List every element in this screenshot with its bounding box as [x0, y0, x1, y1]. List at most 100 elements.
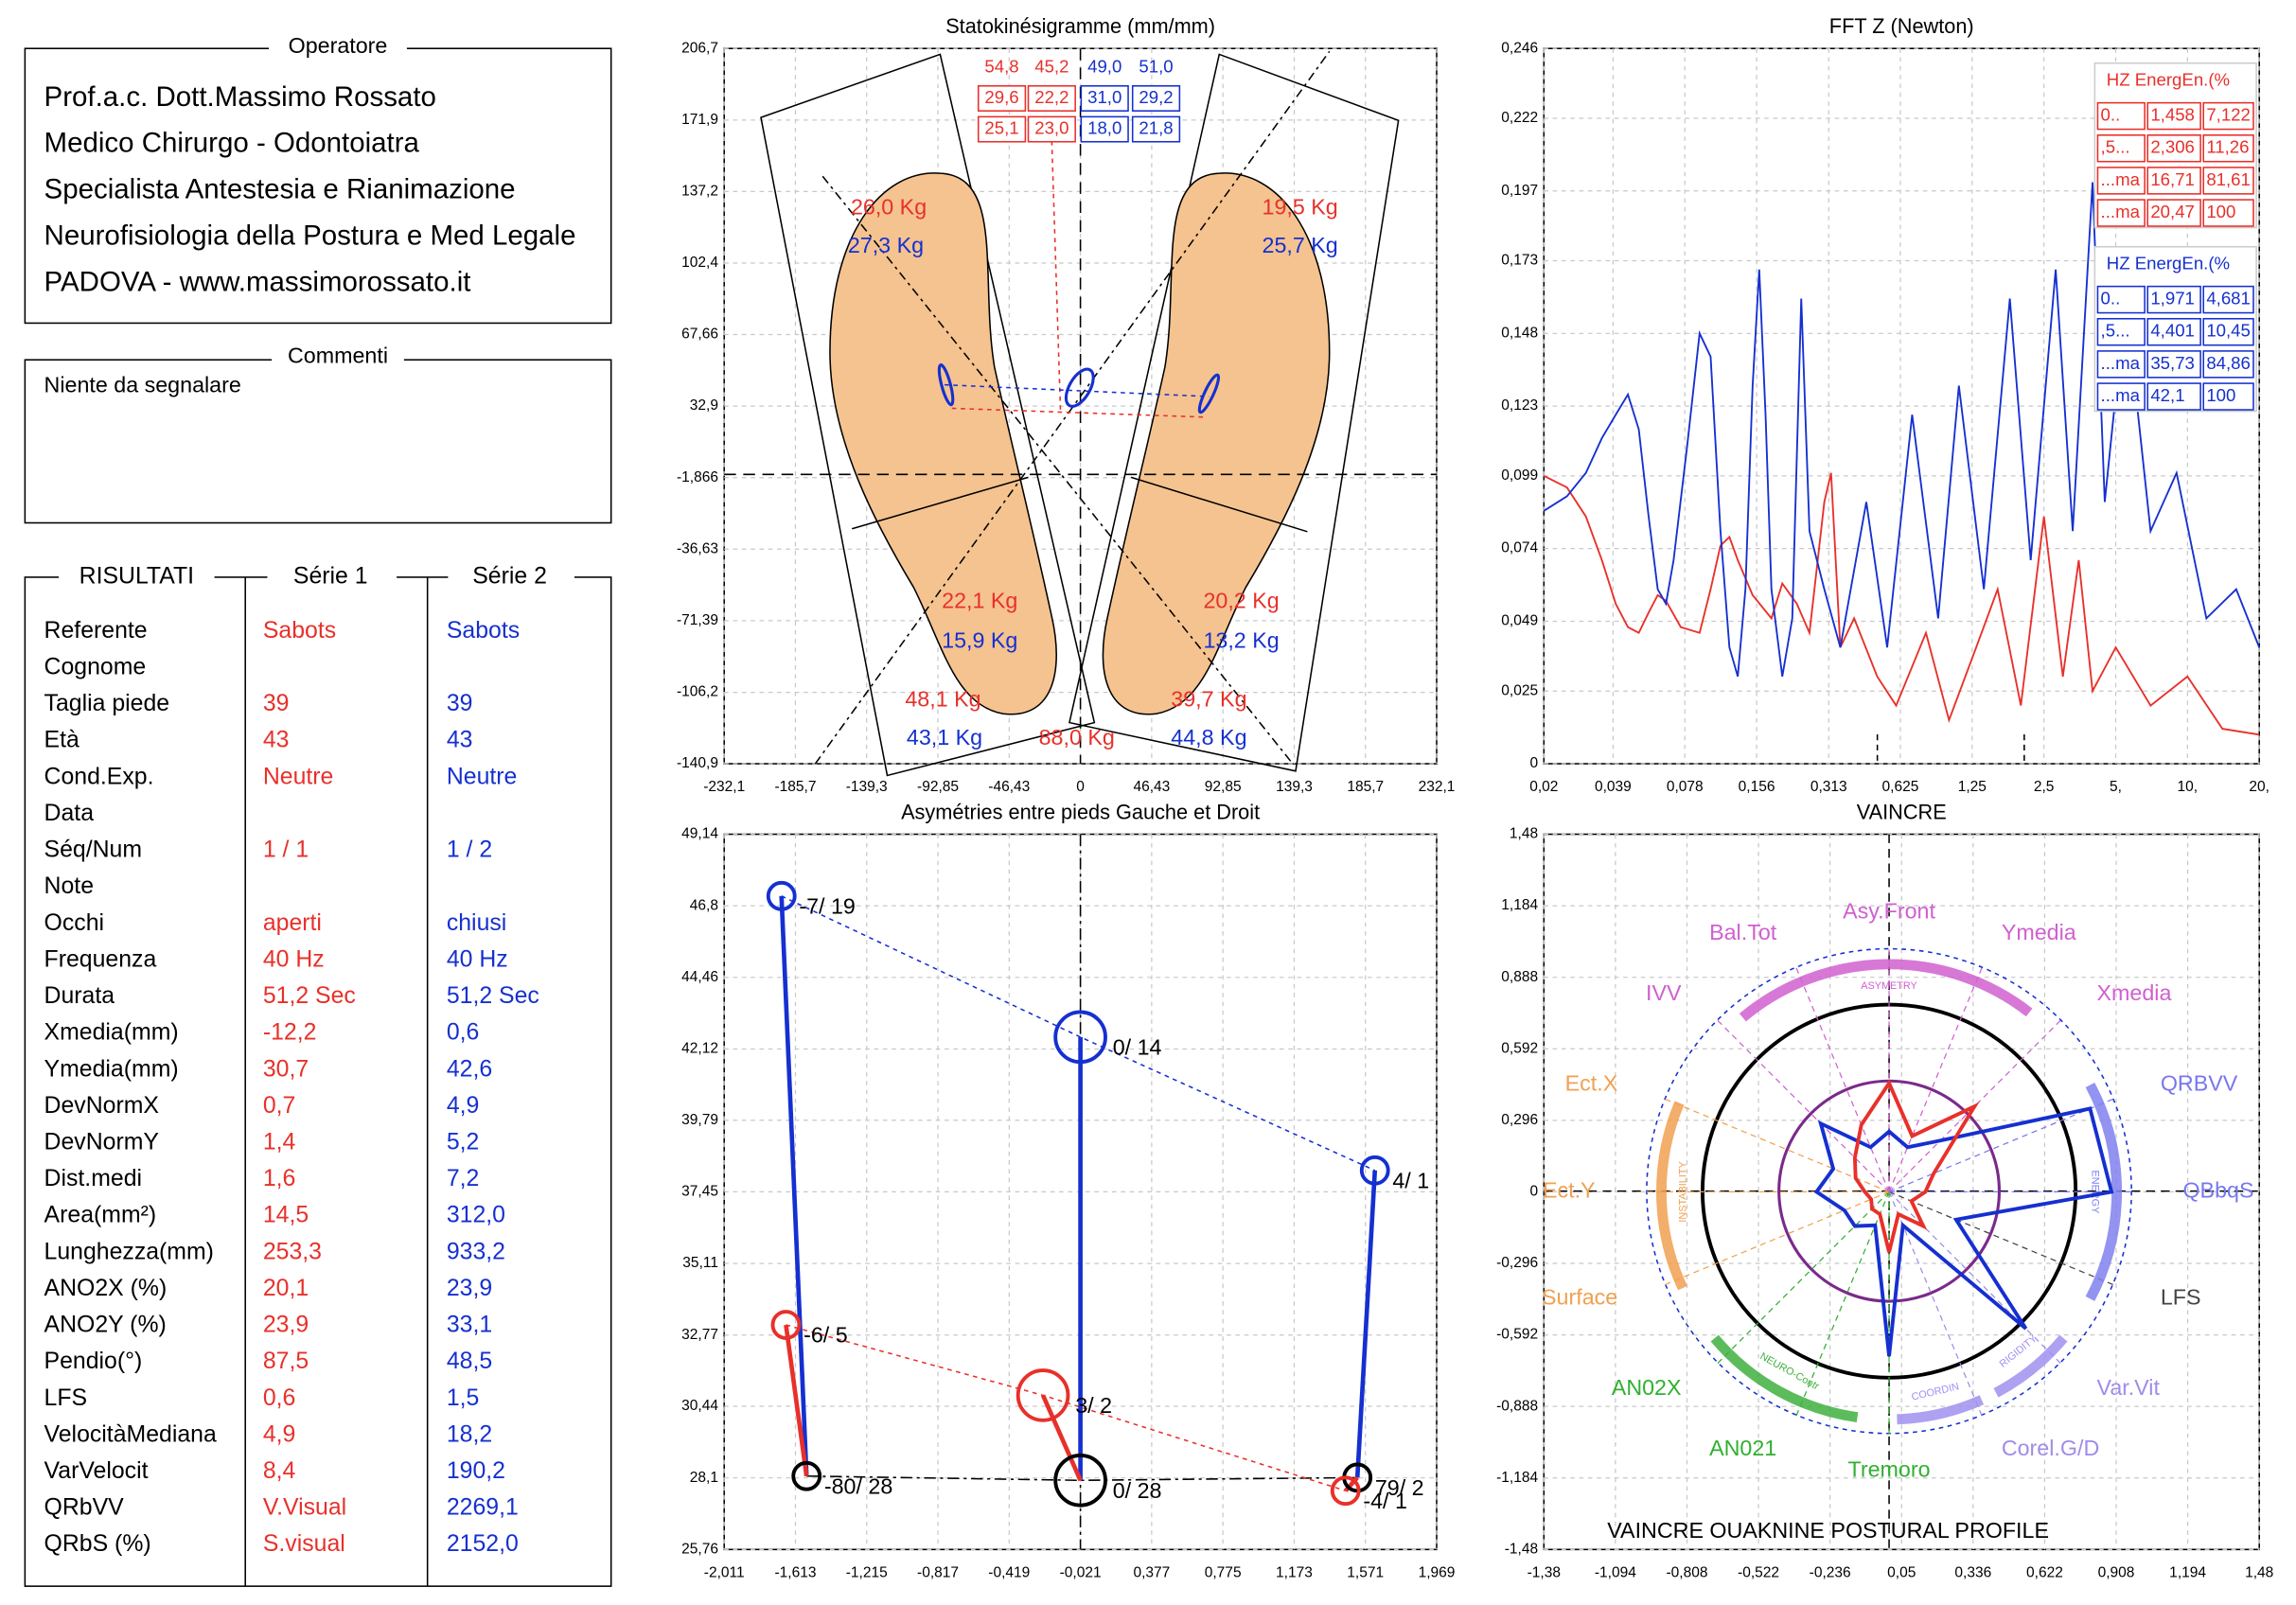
radar-axis-label: Var.Vit [2097, 1375, 2161, 1400]
result-value: 33,1 [447, 1313, 492, 1338]
radar-axis-label: QRBVV [2161, 1071, 2238, 1096]
energy-value: ...ma [2101, 169, 2141, 189]
table-value: 25,1 [984, 117, 1018, 137]
energy-cell [2096, 318, 2146, 346]
result-value: 30,7 [263, 1056, 309, 1082]
table-value: 22,2 [1034, 87, 1069, 107]
y-tick-label: 0,592 [1501, 1040, 1538, 1056]
group-arc [1656, 1101, 1687, 1291]
energy-value: 16,71 [2150, 169, 2195, 189]
group-label: ENERGY [2089, 1170, 2100, 1213]
y-tick-label: 0,123 [1501, 397, 1538, 414]
result-value: Sabots [263, 618, 336, 644]
x-tick-label: -0,522 [1738, 1564, 1779, 1580]
weight-label: 39,7 Kg [1171, 686, 1246, 711]
point-label: 4/ 1 [1392, 1168, 1429, 1192]
result-value: 7,2 [447, 1166, 480, 1191]
table-cell [1080, 85, 1129, 112]
result-value: 43 [263, 728, 290, 753]
result-label: LFS [44, 1385, 88, 1411]
result-value: 1 / 2 [447, 838, 492, 863]
x-tick-label: 10, [2178, 779, 2199, 795]
energy-cell [2096, 285, 2146, 314]
y-tick-label: 206,7 [681, 40, 718, 56]
y-tick-label: 39,79 [681, 1112, 718, 1128]
result-value: 20,1 [263, 1276, 309, 1301]
energy-cell [2096, 101, 2146, 131]
weight-label: 88,0 Kg [1039, 725, 1115, 750]
x-tick-label: 1,48 [2245, 1564, 2273, 1580]
energy-cell [2146, 167, 2201, 195]
result-value: 190,2 [447, 1458, 505, 1484]
group-label: INSTABILITY [1678, 1161, 1689, 1222]
energy-cell [2146, 318, 2201, 346]
title-gap [272, 344, 404, 374]
y-tick-label: 32,9 [690, 397, 718, 414]
y-tick-label: 0 [1529, 755, 1538, 771]
energy-cell [2096, 167, 2146, 195]
column-header: Série 2 [472, 563, 547, 589]
center-link [1051, 140, 1062, 414]
y-tick-label: 46,8 [690, 897, 718, 913]
x-tick-label: 1,25 [1958, 779, 1987, 795]
result-label: VelocitàMediana [44, 1421, 217, 1447]
y-tick-label: -71,39 [677, 612, 718, 628]
result-value: 4,9 [263, 1421, 296, 1447]
y-tick-label: 0,025 [1501, 682, 1538, 698]
point [1053, 1010, 1107, 1065]
result-label: Taglia piede [44, 691, 170, 716]
y-tick-label: 49,14 [681, 826, 718, 842]
trace [937, 363, 955, 407]
column-header: Série 1 [293, 563, 368, 589]
x-tick-label: 1,571 [1347, 1564, 1384, 1580]
chart-title: Statokinésigramme (mm/mm) [945, 14, 1215, 38]
y-tick-label: 102,4 [681, 255, 718, 271]
table-value: 29,2 [1139, 87, 1173, 107]
energy-cell [2202, 134, 2254, 163]
x-tick-label: -2,011 [704, 1564, 745, 1580]
radar-axis-label: QBbqS [2182, 1178, 2253, 1203]
energy-cell [2146, 101, 2201, 131]
x-tick-label: -1,094 [1595, 1564, 1636, 1580]
energy-cell [2202, 382, 2254, 411]
radar-axis-label: Corel.G/D [2002, 1436, 2099, 1460]
weight-label: 26,0 Kg [851, 195, 927, 220]
radar-axis-label: LFS [2161, 1284, 2201, 1309]
result-value: -12,2 [263, 1020, 317, 1046]
result-value: 1,6 [263, 1166, 296, 1191]
group-arc [1739, 959, 2033, 1022]
result-label: Data [44, 801, 95, 826]
group-arc [1897, 1395, 1985, 1425]
blue-connector [1354, 1170, 1378, 1478]
weight-label: 19,5 Kg [1263, 195, 1338, 220]
x-tick-label: 0,039 [1595, 779, 1632, 795]
x-tick-label: 0,05 [1887, 1564, 1916, 1580]
energy-value: 1,971 [2150, 289, 2195, 309]
title-gap [59, 560, 215, 593]
result-value: S.visual [263, 1531, 345, 1557]
result-value: 1,4 [263, 1129, 296, 1155]
chart-title: VAINCRE [1857, 801, 1947, 824]
result-value: V.Visual [263, 1495, 346, 1521]
title-gap [269, 32, 407, 62]
radar-axis-label: Asy.Front [1843, 899, 1935, 924]
foot [1102, 172, 1331, 715]
table-value: 51,0 [1139, 56, 1173, 76]
foot-divider [852, 476, 1029, 530]
energy-cell [2202, 101, 2254, 131]
result-value: Neutre [263, 764, 334, 789]
center-link [944, 383, 1210, 397]
y-tick-label: 1,184 [1501, 897, 1538, 913]
result-label: ANO2X (%) [44, 1276, 168, 1301]
trace [1064, 367, 1095, 408]
x-tick-label: 2,5 [2034, 779, 2055, 795]
energy-cell [2096, 382, 2146, 411]
center-link [951, 407, 1205, 418]
table-cell [1131, 85, 1181, 112]
x-tick-label: -1,215 [846, 1564, 888, 1580]
red-connector [784, 1324, 809, 1477]
title-gap [448, 560, 574, 593]
energy-header: HZ EnergEn.(% [2107, 253, 2230, 273]
result-label: Pendio(°) [44, 1349, 143, 1374]
